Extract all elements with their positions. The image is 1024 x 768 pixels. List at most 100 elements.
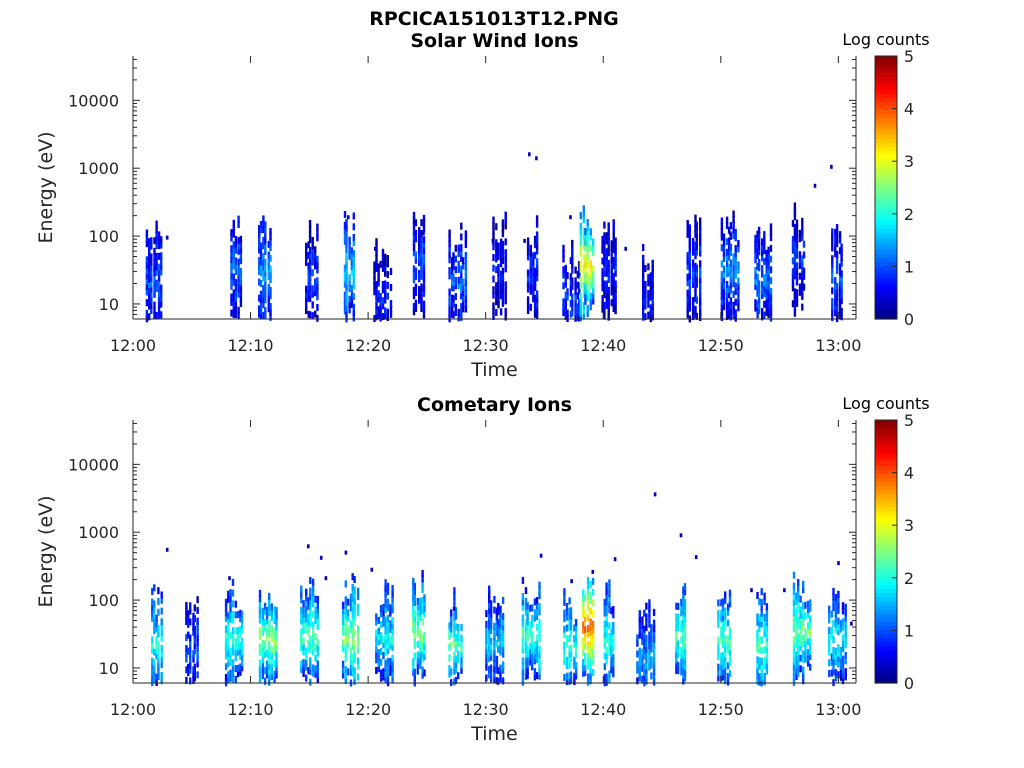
data-cell [607, 265, 610, 273]
data-cell [457, 244, 460, 252]
data-cell [651, 308, 654, 315]
data-point [783, 588, 786, 593]
data-cell [835, 229, 839, 237]
data-cell [756, 300, 759, 308]
data-cell [838, 274, 842, 281]
data-cell [268, 657, 271, 665]
data-cell [726, 608, 730, 616]
data-cell [535, 672, 539, 680]
data-cell [792, 625, 796, 633]
data-cell [261, 661, 265, 669]
data-cell [533, 598, 537, 606]
data-cell [259, 306, 263, 314]
data-cell [793, 309, 797, 317]
data-cell [734, 261, 737, 269]
colorbar-segment [875, 543, 897, 548]
colorbar-segment [875, 481, 897, 487]
data-cell [418, 275, 421, 283]
data-cell [831, 255, 834, 263]
data-cell [802, 634, 805, 642]
data-cell [533, 657, 537, 665]
data-cell [185, 644, 188, 652]
data-cell [524, 619, 528, 627]
colorbar-segment [875, 64, 897, 69]
data-cell [677, 618, 680, 626]
data-cell [189, 650, 192, 658]
data-cell [345, 267, 348, 275]
data-cell [264, 242, 267, 250]
data-cell [729, 249, 733, 256]
data-cell [795, 235, 799, 243]
data-cell [391, 665, 394, 673]
data-cell [499, 637, 502, 645]
data-cell [531, 636, 534, 644]
data-cell [231, 670, 235, 677]
data-cell [300, 612, 303, 620]
data-cell [831, 244, 834, 252]
data-cell [533, 235, 537, 243]
colorbar-segment [875, 158, 897, 164]
data-cell [389, 641, 392, 649]
data-cell [538, 667, 541, 675]
data-cell [422, 268, 426, 276]
data-cell [584, 276, 587, 284]
data-cell [454, 644, 458, 652]
data-cell [239, 625, 242, 633]
data-cell [636, 666, 639, 674]
data-cell [724, 607, 727, 615]
data-cell [807, 659, 810, 667]
data-cell [153, 627, 156, 635]
data-cell [694, 225, 697, 233]
data-cell [579, 314, 582, 321]
data-cell [386, 647, 390, 655]
data-cell [485, 626, 488, 634]
data-cell [145, 283, 149, 291]
data-cell [232, 257, 235, 265]
data-cell [258, 278, 261, 286]
data-cell [192, 612, 195, 620]
data-cell [493, 665, 496, 673]
data-cell [562, 255, 565, 263]
data-cell [579, 238, 582, 246]
data-cell [795, 630, 798, 638]
data-cell [308, 220, 312, 227]
data-cell [264, 221, 267, 229]
data-cell [683, 663, 687, 671]
data-cell [579, 308, 582, 316]
data-cell [569, 283, 573, 291]
data-cell [155, 652, 158, 660]
data-cell [603, 641, 606, 649]
colorbar-tick-label: 0 [904, 674, 914, 693]
data-cell [232, 246, 235, 254]
data-cell [418, 232, 421, 240]
data-cell [592, 243, 595, 251]
data-cell [307, 241, 310, 249]
data-cell [721, 668, 725, 675]
data-cell [452, 284, 455, 292]
data-cell [642, 303, 645, 310]
data-cell [345, 218, 348, 226]
data-cell [643, 631, 646, 639]
data-cell [837, 590, 840, 598]
data-cell [343, 211, 347, 218]
data-cell [497, 301, 500, 309]
data-cell [831, 228, 834, 236]
data-cell [501, 273, 505, 280]
data-cell [193, 631, 196, 639]
data-cell [729, 265, 733, 273]
data-cell [765, 624, 769, 632]
data-cell [720, 663, 723, 671]
data-cell [614, 301, 617, 309]
data-cell [460, 645, 463, 653]
data-cell [638, 653, 641, 660]
data-cell [414, 230, 418, 237]
data-cell [643, 674, 646, 682]
data-cell [270, 667, 273, 675]
data-cell [529, 266, 532, 274]
data-cell [828, 648, 831, 656]
data-cell [499, 260, 503, 268]
y-tick-label: 1000 [78, 159, 119, 178]
colorbar-segment [875, 498, 897, 503]
data-cell [538, 656, 541, 664]
data-cell [309, 592, 312, 600]
